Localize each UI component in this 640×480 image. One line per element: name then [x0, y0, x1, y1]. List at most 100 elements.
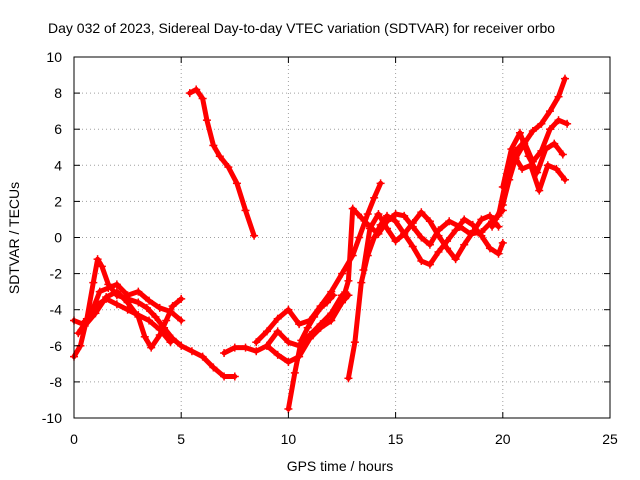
data-point [252, 347, 261, 356]
data-point [220, 349, 229, 358]
data-point [460, 215, 469, 224]
data-point [168, 302, 177, 311]
x-tick-label: 10 [281, 431, 297, 447]
data-points [70, 74, 572, 413]
data-point [383, 211, 392, 220]
data-point [273, 327, 282, 336]
y-tick-label: -8 [50, 374, 63, 390]
data-point [187, 347, 196, 356]
data-point [162, 316, 171, 325]
data-point [350, 338, 359, 347]
data-point [202, 116, 211, 125]
data-point [526, 161, 535, 170]
series-segment-7 [253, 180, 384, 345]
data-point [391, 237, 400, 246]
data-point [145, 296, 154, 305]
series-segment-3 [75, 296, 173, 345]
y-tick-label: 8 [54, 85, 62, 101]
data-point [494, 249, 503, 258]
y-tick-label: -10 [42, 410, 62, 426]
data-point [303, 323, 312, 332]
data-point [329, 291, 338, 300]
data-point [488, 222, 497, 231]
data-point [425, 260, 434, 269]
data-point [376, 179, 385, 188]
data-point [284, 358, 293, 367]
data-point [528, 127, 537, 136]
data-point [477, 231, 486, 240]
data-point [112, 287, 121, 296]
data-point [443, 244, 452, 253]
data-point [284, 338, 293, 347]
data-point [123, 298, 132, 307]
data-point [262, 327, 271, 336]
y-tick-label: 4 [54, 157, 62, 173]
data-point [545, 107, 554, 116]
data-point [518, 164, 527, 173]
data-point [215, 152, 224, 161]
data-point [485, 211, 494, 220]
data-point [155, 330, 164, 339]
data-point [241, 206, 250, 215]
y-tick-label: 6 [54, 121, 62, 137]
data-point [147, 343, 156, 352]
x-axis-label: GPS time / hours [287, 458, 394, 474]
data-point [91, 309, 100, 318]
data-point [327, 309, 336, 318]
x-tick-label: 25 [602, 431, 618, 447]
data-point [509, 150, 518, 159]
data-point [198, 352, 207, 361]
data-point [232, 179, 241, 188]
data-point [134, 298, 143, 307]
data-point [185, 89, 194, 98]
data-point [297, 336, 306, 345]
data-point [554, 116, 563, 125]
data-point [477, 215, 486, 224]
data-point [558, 150, 567, 159]
data-point [142, 303, 151, 312]
data-point [316, 320, 325, 329]
data-point [498, 182, 507, 191]
data-point [408, 242, 417, 251]
data-point [123, 291, 132, 300]
grid-lines [74, 57, 610, 418]
data-point [425, 217, 434, 226]
data-point [535, 186, 544, 195]
data-point [104, 284, 113, 293]
y-axis-label: SDTVAR / TECUs [6, 182, 22, 294]
data-point [417, 208, 426, 217]
data-point [370, 193, 379, 202]
x-tick-label: 0 [70, 431, 78, 447]
data-point [198, 94, 207, 103]
data-point [230, 372, 239, 381]
data-point [273, 350, 282, 359]
data-point [209, 141, 218, 150]
plot-frame [73, 56, 611, 419]
data-point [338, 269, 346, 278]
series-segment-6 [221, 292, 351, 365]
data-point [89, 278, 98, 287]
data-point [134, 312, 143, 321]
data-point [74, 329, 83, 338]
series-segment-13 [489, 76, 568, 230]
data-point [273, 314, 282, 323]
data-point [363, 210, 372, 219]
data-point [305, 330, 314, 339]
data-point [166, 338, 175, 347]
data-point [417, 256, 426, 265]
data-point [543, 161, 552, 170]
data-point [284, 404, 293, 413]
data-point [498, 238, 507, 247]
data-point [365, 224, 374, 233]
data-point [177, 316, 186, 325]
data-point [310, 312, 319, 321]
data-point [112, 280, 121, 289]
data-point [554, 92, 563, 101]
x-tick-label: 20 [495, 431, 511, 447]
data-point [177, 341, 186, 350]
y-tick-label: -2 [50, 266, 63, 282]
data-point [80, 321, 89, 330]
data-point [434, 247, 443, 256]
y-tick-label: -4 [50, 302, 63, 318]
